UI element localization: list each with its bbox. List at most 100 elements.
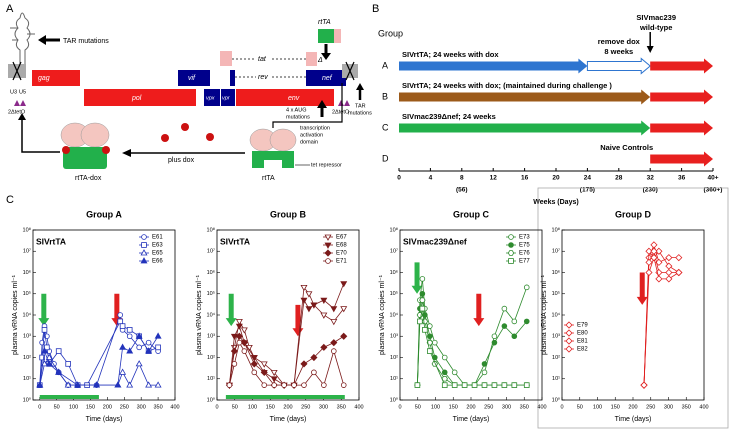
data-point: [427, 348, 433, 354]
y-tick-label: 10⁵: [552, 290, 560, 297]
annotation: 8 weeks: [604, 47, 633, 56]
data-point: [640, 381, 648, 389]
gene-vif: [178, 70, 210, 86]
x-tick-label: 150: [449, 404, 458, 410]
x-tick-label: 300: [502, 404, 511, 410]
y-tick-label: 10³: [552, 334, 560, 340]
annotation: SIVmac239: [636, 13, 676, 22]
annotation: mutations: [348, 110, 372, 116]
y-tick-label: 10⁵: [23, 290, 31, 297]
x-tick-label: 100: [69, 404, 78, 410]
x-tick-label: 400: [354, 404, 363, 410]
data-point: [645, 247, 653, 255]
data-point: [119, 323, 126, 329]
data-point: [340, 332, 348, 340]
x-tick-label: 100: [593, 404, 602, 410]
data-point: [511, 333, 518, 340]
data-point: [145, 347, 153, 354]
data-point: [665, 254, 673, 262]
data-point: [55, 348, 62, 354]
legend-marker: [141, 242, 147, 248]
gene-rtta: [334, 29, 341, 43]
y-tick-label: 10⁵: [390, 290, 398, 297]
annotation: rtTA: [262, 175, 275, 182]
gene-gag: [32, 70, 80, 86]
x-axis-title: Time (days): [453, 416, 490, 423]
ltr-label: U3: [10, 89, 17, 95]
data-point: [291, 382, 297, 388]
x-tick-label: 200: [628, 404, 637, 410]
protein-domain: [63, 147, 107, 169]
series-line: [643, 256, 680, 386]
x-tick-label: 300: [319, 404, 328, 410]
annotation: remove dox: [598, 37, 641, 46]
y-tick-label: 10⁰: [390, 396, 399, 403]
annotation: wild-type: [639, 23, 673, 32]
y-tick-label: 10²: [552, 355, 560, 361]
data-point: [310, 353, 318, 362]
data-point: [230, 347, 238, 355]
data-point: [419, 276, 426, 282]
data-point: [451, 382, 458, 388]
annotation: 2ΔtetO: [8, 109, 26, 115]
panel-a: A TAR mutations U3 U5 gag pol vif vpx vp…: [6, 3, 372, 182]
annotation: 2ΔtetO: [332, 109, 350, 115]
arrow-head: [317, 100, 327, 108]
x-tick-label: 400: [699, 404, 708, 410]
x-tick-label: 200: [103, 404, 112, 410]
x-axis-title: Time (days): [270, 416, 307, 423]
data-point: [655, 247, 663, 255]
y-tick-label: 10²: [390, 355, 398, 361]
connector: [272, 83, 343, 128]
data-point: [461, 382, 468, 388]
mutation-x: [345, 61, 355, 81]
x-tick-label: 50: [415, 404, 421, 410]
data-point: [65, 361, 71, 367]
data-point: [501, 305, 508, 312]
day-label: (56): [456, 187, 468, 194]
legend-marker: [508, 258, 514, 264]
dox: [102, 146, 110, 154]
protein-domain: [252, 151, 294, 168]
day-label: (175): [580, 187, 595, 194]
dox-bar: [225, 395, 345, 399]
data-point: [270, 369, 278, 377]
inner-label: SIVmac239Δnef: [403, 236, 467, 246]
data-point: [93, 381, 101, 388]
data-point: [320, 312, 328, 319]
legend-label: E61: [152, 235, 163, 241]
x-tick-label: 250: [646, 404, 655, 410]
legend-marker: [565, 321, 573, 329]
legend-label: E71: [336, 259, 347, 265]
x-tick-label: 350: [682, 404, 691, 410]
x-tick-label: 350: [520, 404, 529, 410]
x-axis-title: Time (days): [615, 416, 652, 423]
legend-label: E77: [519, 259, 530, 265]
data-point: [250, 360, 258, 368]
data-point: [451, 369, 458, 376]
data-point: [117, 318, 124, 325]
panel-c: Group A 10⁰ 10¹ 10² 10³ 10⁴ 10⁵ 10⁶ 10⁷ 10⁸ 0 50 100…: [12, 209, 709, 422]
data-point: [414, 382, 421, 388]
data-point: [226, 382, 233, 388]
y-tick-label: 10³: [390, 334, 398, 340]
data-point: [154, 381, 162, 388]
chart: Group C 10⁰ 10¹ 10² 10³ 10⁴ 10⁵ 10⁶ 10⁷ 10⁸ 0 50 100…: [379, 209, 547, 422]
data-point: [119, 343, 127, 350]
teto-site: [338, 100, 344, 106]
legend-marker: [324, 234, 332, 241]
data-point: [501, 323, 508, 329]
panel-b: A SIVrtTA; 24 weeks with dox B SIVrtTA; 24 …: [382, 13, 722, 206]
arrow-head: [356, 83, 364, 90]
annotation: activation: [300, 132, 323, 138]
annotation: mutations: [286, 114, 310, 120]
legend-marker: [140, 257, 148, 264]
legend-label: E79: [577, 323, 588, 329]
group-letter: C: [382, 122, 389, 132]
arrow-head: [321, 53, 331, 60]
dox-bar: [39, 395, 99, 399]
data-point: [41, 327, 48, 333]
legend-marker: [325, 258, 331, 264]
y-tick-label: 10¹: [390, 376, 398, 382]
